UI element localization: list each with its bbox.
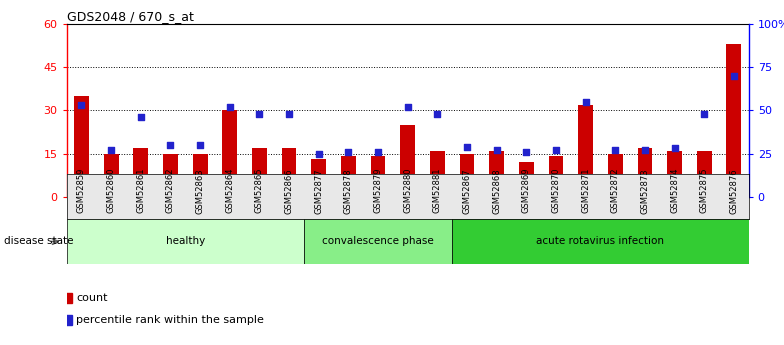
Bar — [281, 148, 296, 197]
Point — [313, 151, 325, 156]
Bar — [667, 151, 682, 197]
Bar — [133, 148, 148, 197]
Bar — [252, 148, 267, 197]
Point — [550, 147, 562, 153]
Point — [372, 149, 384, 155]
Point — [223, 104, 236, 110]
Bar — [341, 156, 356, 197]
Bar — [74, 96, 89, 197]
Bar — [163, 154, 178, 197]
Point — [520, 149, 532, 155]
Point — [283, 111, 296, 117]
Bar — [637, 148, 652, 197]
FancyBboxPatch shape — [452, 219, 749, 264]
Bar — [697, 151, 712, 197]
Text: percentile rank within the sample: percentile rank within the sample — [76, 315, 264, 325]
FancyBboxPatch shape — [304, 219, 452, 264]
Point — [609, 147, 622, 153]
Point — [75, 102, 88, 108]
Bar — [223, 110, 237, 197]
Point — [105, 147, 118, 153]
Bar — [371, 156, 386, 197]
Point — [342, 149, 354, 155]
Point — [668, 146, 681, 151]
Text: GDS2048 / 670_s_at: GDS2048 / 670_s_at — [67, 10, 194, 23]
Bar — [459, 154, 474, 197]
Point — [728, 73, 740, 79]
Point — [401, 104, 414, 110]
Bar — [103, 154, 118, 197]
Text: healthy: healthy — [165, 237, 205, 246]
Point — [579, 99, 592, 105]
Text: count: count — [76, 293, 107, 303]
Bar — [608, 154, 622, 197]
Point — [194, 142, 206, 148]
Bar — [549, 156, 564, 197]
Text: acute rotavirus infection: acute rotavirus infection — [536, 237, 665, 246]
Point — [164, 142, 176, 148]
Point — [698, 111, 710, 117]
Point — [639, 147, 652, 153]
Point — [461, 144, 474, 149]
Point — [135, 115, 147, 120]
Bar — [578, 105, 593, 197]
Bar — [401, 125, 415, 197]
FancyBboxPatch shape — [67, 219, 304, 264]
Point — [490, 147, 503, 153]
Bar — [519, 162, 534, 197]
Point — [431, 111, 444, 117]
Text: convalescence phase: convalescence phase — [322, 237, 434, 246]
Bar — [727, 44, 742, 197]
Text: disease state: disease state — [4, 237, 74, 246]
Point — [253, 111, 266, 117]
Bar — [489, 151, 504, 197]
Bar — [311, 159, 326, 197]
Bar — [430, 151, 445, 197]
Bar — [193, 154, 208, 197]
